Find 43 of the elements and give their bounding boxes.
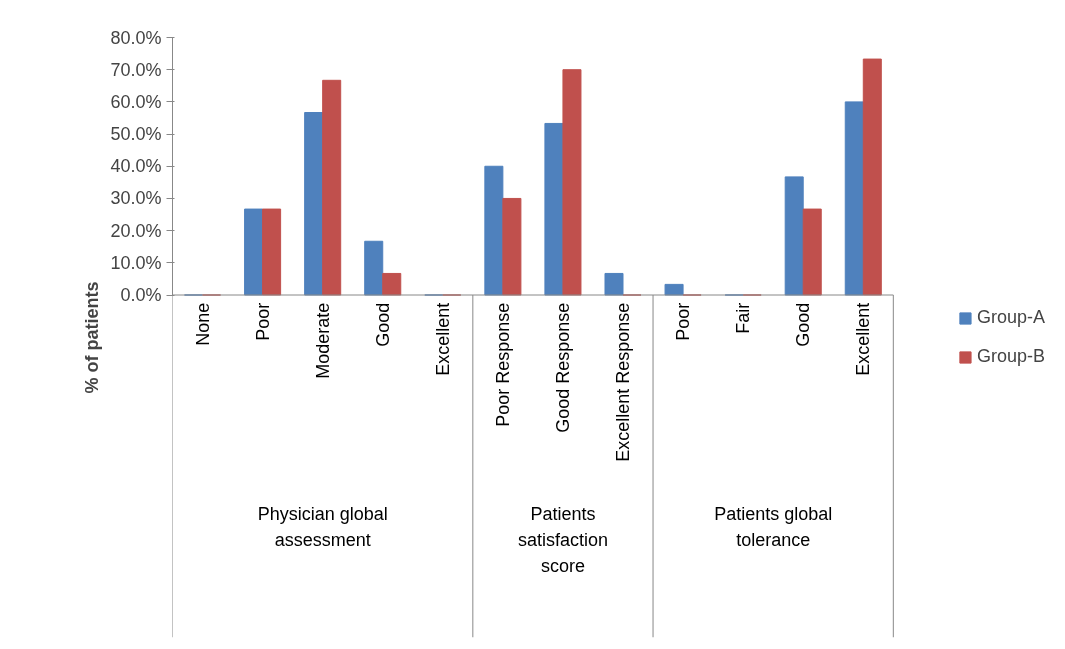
- text: Physician global assessment: [257, 503, 388, 550]
- x-tick-label: Fair: [733, 302, 754, 334]
- legend-label: Group-B: [976, 346, 1045, 367]
- y-tick-label: 10.0%: [110, 252, 162, 273]
- y-tick-label: 20.0%: [110, 220, 162, 241]
- y-tick-label: 50.0%: [110, 124, 162, 145]
- x-tick-label: Excellent: [432, 302, 453, 376]
- x-tick-label: Poor: [252, 302, 273, 341]
- text: Patients global tolerance: [714, 503, 833, 550]
- bar: [664, 283, 684, 296]
- y-axis-title: % of patients: [82, 281, 103, 394]
- x-tick-label: Good: [372, 302, 393, 347]
- bar: [784, 176, 804, 296]
- y-tick-label: 30.0%: [110, 188, 162, 209]
- x-tick-label: Excellent Response: [613, 302, 634, 462]
- bar: [544, 122, 564, 296]
- bar: [322, 79, 342, 296]
- bar: [244, 208, 264, 296]
- x-tick-label: Moderate: [312, 302, 333, 379]
- bar: [862, 58, 882, 296]
- legend-label: Group-A: [976, 307, 1045, 328]
- bar: [502, 197, 522, 296]
- y-tick-label: 70.0%: [110, 59, 162, 80]
- y-tick-label: 60.0%: [110, 91, 162, 112]
- bar: [562, 69, 582, 296]
- bar: [364, 240, 384, 296]
- x-tick-label: Good: [793, 302, 814, 347]
- bar: [262, 208, 282, 296]
- bar: [382, 272, 402, 296]
- x-tick-label: Excellent: [853, 302, 874, 376]
- text: Patients satisfaction score: [517, 503, 608, 576]
- x-tick-label: None: [192, 302, 213, 346]
- bar: [604, 272, 624, 296]
- x-tick-label: Poor: [673, 302, 694, 341]
- x-tick-label: Poor Response: [492, 302, 513, 427]
- y-tick-label: 40.0%: [110, 156, 162, 177]
- y-tick-label: 0.0%: [120, 285, 162, 306]
- bar: [304, 112, 324, 296]
- bar: [484, 165, 504, 296]
- bar: [802, 208, 822, 296]
- x-tick-label: Good Response: [552, 302, 573, 433]
- bar: [844, 101, 864, 296]
- y-tick-label: 80.0%: [110, 27, 162, 48]
